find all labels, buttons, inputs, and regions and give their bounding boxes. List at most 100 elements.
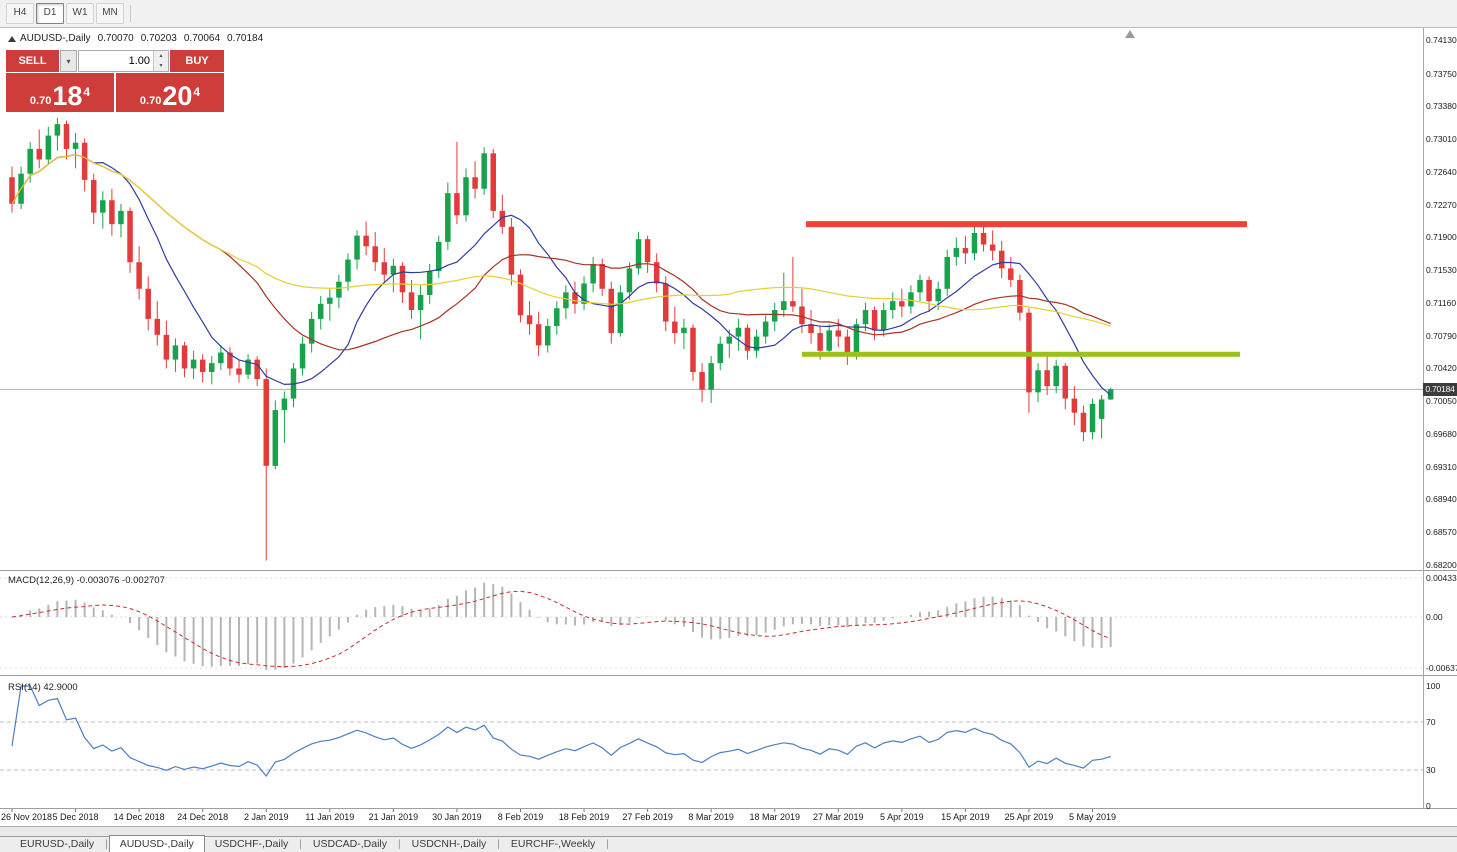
tab-separator: | bbox=[105, 839, 108, 850]
ohlc-open: 0.70070 bbox=[97, 33, 134, 44]
candlesticks bbox=[9, 117, 1114, 561]
price-scale-label: 0.69680 bbox=[1426, 428, 1457, 439]
rsi-label: RSI(14) 42.9000 bbox=[8, 682, 78, 693]
chart-tab-eurchf[interactable]: EURCHF-,Weekly bbox=[510, 837, 596, 850]
price-scale-label: 0.70050 bbox=[1426, 396, 1457, 407]
price-scale-label: 0.72270 bbox=[1426, 199, 1457, 210]
price-scale-label: 0.70420 bbox=[1426, 363, 1457, 374]
chart-area[interactable] bbox=[0, 28, 1423, 570]
date-label: 18 Feb 2019 bbox=[558, 812, 610, 822]
volume-field: ▴ ▾ bbox=[78, 50, 169, 72]
ma-slow-line bbox=[11, 154, 1111, 327]
macd-label: MACD(12,26,9) -0.003076 -0.002707 bbox=[8, 575, 165, 586]
rsi-scale-label: 100 bbox=[1426, 681, 1441, 691]
timeframe-button-mn[interactable]: MN bbox=[96, 3, 124, 24]
price-scale-label: 0.73750 bbox=[1426, 68, 1457, 79]
date-label: 18 Mar 2019 bbox=[749, 812, 800, 822]
stepper-up-icon[interactable]: ▴ bbox=[154, 51, 168, 61]
timeframe-button-d1[interactable]: D1 bbox=[36, 3, 64, 24]
ohlc-low: 0.70064 bbox=[183, 33, 221, 44]
toolbar: H4 D1 W1 MN bbox=[0, 0, 1457, 28]
chart-tab-usdcnh[interactable]: USDCNH-,Daily bbox=[411, 837, 487, 850]
date-label: 5 May 2019 bbox=[1069, 812, 1117, 822]
buy-price-pip: 4 bbox=[193, 85, 201, 99]
date-label: 11 Jan 2019 bbox=[305, 812, 355, 822]
sell-price-pip: 4 bbox=[83, 85, 91, 99]
date-label: 2 Jan 2019 bbox=[243, 812, 289, 822]
date-label: 8 Mar 2019 bbox=[688, 812, 734, 822]
buy-price-prefix: 0.70 bbox=[139, 95, 162, 107]
stepper-down-icon[interactable]: ▾ bbox=[154, 61, 168, 71]
date-label: 27 Feb 2019 bbox=[622, 812, 673, 822]
chart-title: AUDUSD-,Daily 0.70070 0.70203 0.70064 0.7018… bbox=[20, 33, 270, 44]
panel-separator[interactable] bbox=[0, 675, 1457, 676]
chart-overlay-svg bbox=[0, 117, 1423, 812]
price-scale-label: 0.73010 bbox=[1426, 134, 1457, 145]
date-label: 30 Jan 2019 bbox=[432, 812, 482, 822]
date-label: 27 Mar 2019 bbox=[812, 812, 864, 822]
date-label: 15 Apr 2019 bbox=[941, 812, 990, 822]
buy-price-display[interactable]: 0.70 20 4 bbox=[116, 73, 224, 112]
rsi-scale-label: 70 bbox=[1426, 717, 1436, 727]
tab-separator: | bbox=[299, 839, 302, 850]
panel-separator[interactable] bbox=[0, 570, 1457, 571]
rsi-scale-label: 0 bbox=[1426, 801, 1431, 811]
resistance-line[interactable] bbox=[806, 221, 1247, 228]
chart-shift-marker-icon bbox=[1125, 30, 1135, 38]
chart-tabs-bar: EURUSD-,Daily | AUDUSD-,Daily USDCHF-,Daily… bbox=[0, 834, 1457, 852]
date-label: 8 Feb 2019 bbox=[497, 812, 544, 822]
sell-price-big: 18 bbox=[52, 81, 83, 111]
volume-dropdown-button[interactable]: ▾ bbox=[60, 50, 77, 72]
volume-input[interactable] bbox=[79, 51, 153, 71]
current-price-badge: 0.70184 bbox=[1423, 382, 1457, 396]
tab-separator: | bbox=[398, 839, 401, 850]
macd-signal-line bbox=[11, 590, 1111, 668]
buy-button[interactable]: BUY bbox=[170, 50, 224, 72]
price-scale-label: 0.69310 bbox=[1426, 461, 1457, 472]
macd-scale-label: 0.00 bbox=[1426, 612, 1443, 622]
chart-symbol: AUDUSD-,Daily bbox=[20, 33, 91, 44]
date-label: 14 Dec 2018 bbox=[113, 812, 165, 822]
rsi-line bbox=[11, 685, 1111, 778]
price-scale-label: 0.70790 bbox=[1426, 330, 1457, 341]
price-scale-label: 0.68200 bbox=[1426, 560, 1457, 570]
buy-price-big: 20 bbox=[162, 81, 193, 111]
toolbar-divider bbox=[130, 5, 131, 22]
ma-fast-line bbox=[11, 154, 1112, 396]
price-scale-label: 0.72640 bbox=[1426, 166, 1457, 177]
one-click-toggle-icon[interactable] bbox=[8, 36, 16, 42]
macd-scale-label: 0.004331 bbox=[1426, 573, 1457, 583]
ohlc-close: 0.70184 bbox=[227, 33, 264, 44]
chart-tab-usdchf[interactable]: USDCHF-,Daily bbox=[214, 837, 289, 850]
rsi-scale-label: 30 bbox=[1426, 765, 1436, 775]
volume-stepper: ▴ ▾ bbox=[153, 51, 168, 71]
date-label: 5 Apr 2019 bbox=[880, 812, 924, 822]
timeframe-button-h4[interactable]: H4 bbox=[6, 3, 34, 24]
chart-tab-audusd[interactable]: AUDUSD-,Daily bbox=[108, 834, 205, 852]
date-label: 26 Nov 2018 bbox=[1, 812, 53, 822]
macd-histogram bbox=[20, 582, 1112, 670]
timeframe-button-w1[interactable]: W1 bbox=[66, 3, 94, 24]
chevron-down-icon: ▾ bbox=[66, 56, 71, 66]
timeframe-toolbar: H4 D1 W1 MN bbox=[6, 3, 124, 24]
price-scale-border bbox=[1423, 28, 1424, 808]
ma-medium-line bbox=[11, 154, 1111, 351]
sell-price-prefix: 0.70 bbox=[29, 95, 52, 107]
sell-price-display[interactable]: 0.70 18 4 bbox=[6, 73, 114, 112]
sell-button[interactable]: SELL bbox=[6, 50, 59, 72]
tab-separator: | bbox=[606, 839, 609, 850]
date-label: 25 Apr 2019 bbox=[1004, 812, 1054, 822]
chart-tab-usdcad[interactable]: USDCAD-,Daily bbox=[312, 837, 387, 850]
price-scale-label: 0.71900 bbox=[1426, 232, 1457, 243]
date-label: 24 Dec 2018 bbox=[177, 812, 229, 822]
date-label: 5 Dec 2018 bbox=[52, 812, 99, 822]
support-line[interactable] bbox=[802, 351, 1240, 357]
tab-separator: | bbox=[497, 839, 500, 850]
macd-scale-label: -0.00637 bbox=[1426, 663, 1457, 673]
price-scale-label: 0.68940 bbox=[1426, 494, 1457, 505]
date-label: 21 Jan 2019 bbox=[368, 812, 419, 822]
chart-tab-eurusd[interactable]: EURUSD-,Daily bbox=[20, 837, 95, 850]
horizontal-scrollbar[interactable] bbox=[0, 826, 1457, 836]
